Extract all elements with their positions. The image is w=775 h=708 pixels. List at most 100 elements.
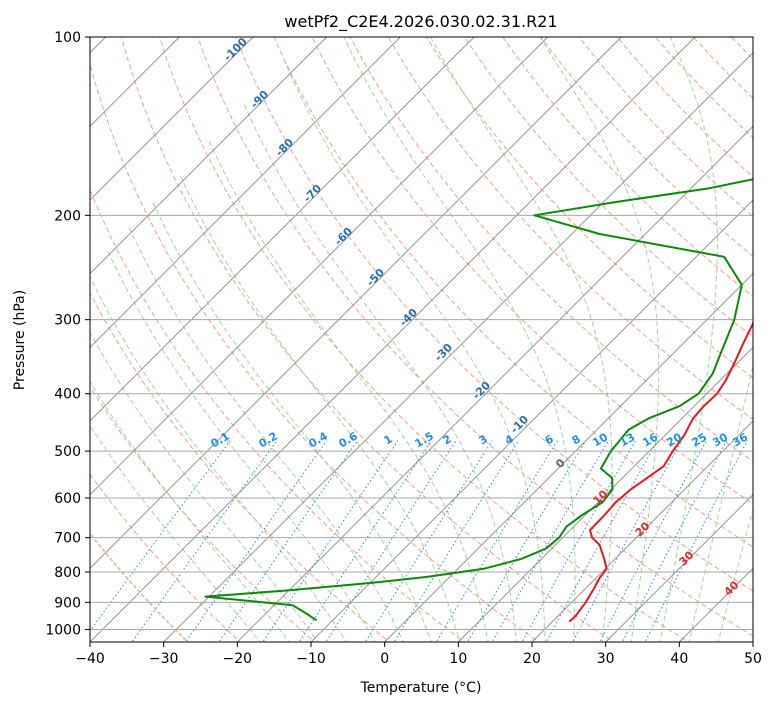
axes: −40 −30 −20 −10 0 10 20 30 40 5010009008007006005… bbox=[45, 30, 762, 667]
isotherm-label: -20 bbox=[470, 379, 493, 402]
dry-adiabat bbox=[90, 292, 391, 642]
mixing-ratio-label: 25 bbox=[689, 431, 709, 450]
moist-adiabat bbox=[430, 37, 613, 642]
dry-adiabat bbox=[235, 37, 753, 592]
mixing-ratio-label: 0.1 bbox=[209, 429, 232, 450]
mixing-ratio-label: 36 bbox=[730, 430, 750, 449]
y-tick-label: 200 bbox=[54, 208, 81, 224]
mixing-ratio-label: 3 bbox=[477, 432, 490, 447]
skewed-isotherm bbox=[237, 125, 753, 642]
moist-adiabat-label: 0 bbox=[553, 456, 568, 471]
mixing-ratio-label: 2 bbox=[441, 432, 454, 447]
skewed-isotherm bbox=[90, 37, 475, 422]
moist-adiabat bbox=[688, 363, 753, 642]
dry-adiabat bbox=[90, 188, 465, 642]
mixing-ratio-line bbox=[364, 440, 493, 642]
y-axis-label: Pressure (hPa) bbox=[12, 290, 28, 390]
dry-adiabat bbox=[387, 37, 753, 420]
skewed-isotherm bbox=[163, 52, 753, 642]
moist-adiabat bbox=[107, 251, 376, 642]
mixing-ratio-line bbox=[621, 440, 728, 642]
moist-adiabat bbox=[243, 104, 518, 642]
skewed-isotherm bbox=[90, 37, 548, 496]
x-tick-label: 50 bbox=[744, 651, 762, 667]
moist-adiabat bbox=[178, 173, 461, 642]
isotherm-label: -70 bbox=[301, 182, 324, 205]
moist-adiabat-label: 30 bbox=[677, 548, 697, 568]
y-tick-label: 700 bbox=[54, 531, 81, 547]
x-axis-label: Temperature (°C) bbox=[360, 680, 482, 696]
y-tick-label: 500 bbox=[54, 444, 81, 460]
isotherm-label: -60 bbox=[332, 225, 355, 248]
dry-adiabat bbox=[273, 37, 753, 548]
dry-adiabat bbox=[425, 37, 753, 379]
mixing-ratio-line bbox=[521, 440, 637, 642]
mixing-ratio-label: 1 bbox=[382, 432, 395, 447]
isotherm-label: -80 bbox=[273, 136, 296, 159]
mixing-ratio-line bbox=[185, 440, 328, 642]
mixing-ratio-line bbox=[131, 440, 278, 642]
dry-adiabat bbox=[502, 37, 753, 298]
mixing-ratio-line bbox=[435, 440, 558, 642]
isotherm-label: -40 bbox=[397, 306, 420, 329]
moist-adiabat bbox=[128, 227, 404, 642]
chart-title: wetPf2_C2E4.2026.030.02.31.R21 bbox=[284, 12, 557, 32]
dry-adiabat bbox=[692, 37, 753, 99]
skewed-isotherm bbox=[458, 346, 753, 642]
dry-adiabat bbox=[311, 37, 753, 505]
mixing-ratio-line bbox=[599, 440, 707, 642]
y-tick-label: 100 bbox=[54, 30, 81, 46]
skewed-isotherm bbox=[531, 420, 753, 642]
isotherm-label: -100 bbox=[221, 35, 250, 64]
skewed-isotherm bbox=[310, 199, 753, 642]
mixing-ratio-label: 0.6 bbox=[337, 429, 361, 450]
moist-adiabat bbox=[90, 380, 290, 642]
dry-adiabat bbox=[464, 37, 753, 338]
line-labels: -100-90-80-70-60-50-40-30-20-100.1 0.2 0.4… bbox=[209, 35, 751, 599]
moist-adiabat bbox=[90, 424, 261, 642]
mixing-ratio-line bbox=[298, 440, 432, 642]
moist-adiabat-label: 40 bbox=[722, 578, 742, 598]
pressure-gridlines bbox=[90, 37, 753, 630]
mixing-ratio-label: 16 bbox=[640, 430, 660, 449]
skewed-isotherm bbox=[752, 641, 753, 642]
profile-lines bbox=[204, 178, 753, 623]
x-tick-label: −30 bbox=[149, 651, 179, 667]
dewpoint-line bbox=[204, 178, 753, 622]
mixing-ratio-line bbox=[325, 440, 457, 642]
skewed-isotherm bbox=[90, 37, 622, 569]
x-tick-label: 30 bbox=[597, 651, 615, 667]
plot-frame bbox=[89, 36, 754, 643]
mixing-ratio-line bbox=[262, 440, 399, 642]
skewed-isotherm bbox=[90, 37, 401, 348]
y-tick-label: 600 bbox=[54, 491, 81, 507]
x-tick-label: 20 bbox=[523, 651, 541, 667]
moist-adiabat bbox=[90, 331, 319, 642]
skewed-isotherm bbox=[605, 494, 753, 642]
y-tick-label: 800 bbox=[54, 565, 81, 581]
dry-adiabat bbox=[197, 37, 753, 637]
isotherm-label: -50 bbox=[364, 266, 387, 289]
mixing-ratio-line bbox=[491, 440, 609, 642]
skewed-isotherm bbox=[90, 37, 327, 275]
x-tick-label: 10 bbox=[449, 651, 467, 667]
skewed-isotherm bbox=[90, 37, 254, 201]
moist-adiabat bbox=[152, 201, 433, 642]
skewed-isotherm bbox=[384, 273, 753, 642]
dry-adiabat bbox=[90, 62, 540, 642]
moist-adiabat-label: 10 bbox=[591, 487, 611, 507]
dry-adiabat bbox=[654, 37, 753, 139]
mixing-ratio-line bbox=[644, 440, 748, 642]
isotherm-label: -10 bbox=[508, 413, 531, 436]
background-lines bbox=[90, 37, 753, 642]
mixing-ratio-line bbox=[466, 440, 587, 642]
y-tick-label: 900 bbox=[54, 595, 81, 611]
moist-adiabat bbox=[208, 141, 489, 642]
x-tick-label: −10 bbox=[296, 651, 326, 667]
y-tick-label: 300 bbox=[54, 313, 81, 329]
moist-adiabat bbox=[539, 37, 660, 642]
mixing-ratio-line bbox=[572, 440, 683, 642]
y-tick-label: 400 bbox=[54, 387, 81, 403]
x-tick-label: 0 bbox=[380, 651, 389, 667]
